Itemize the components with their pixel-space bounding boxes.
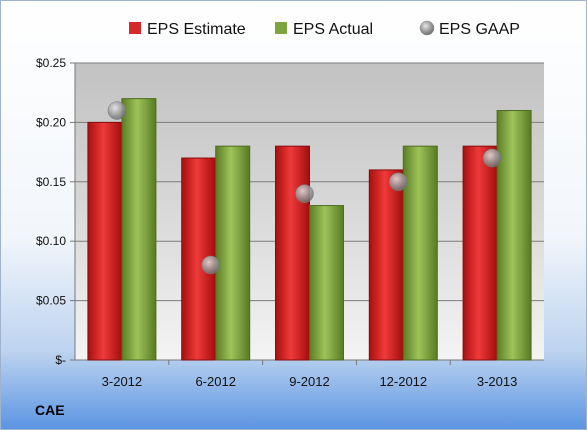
eps-gaap-marker [295,184,314,203]
eps-estimate-bar [368,169,404,361]
x-tick-label: 9-2012 [289,374,329,389]
legend-eps-estimate-label: EPS Estimate [147,21,246,38]
eps-actual-bar [309,205,344,361]
eps-gaap-marker [389,172,408,192]
ticker-label: CAE [35,402,65,418]
legend: EPS Estimate EPS Actual EPS GAAP [129,20,520,38]
y-tick-label: $0.25 [36,56,66,70]
eps-actual-bar [496,110,532,361]
eps-actual-bar [215,145,251,361]
legend-eps-gaap-swatch [419,20,435,36]
eps-estimate-bar [275,145,310,361]
x-tick-label: 3-2012 [102,374,142,389]
gaap-markers [107,101,502,275]
eps-estimate-bar [87,121,123,361]
eps-estimate-bar [462,145,498,361]
eps-gaap-marker [482,148,502,168]
eps-actual-bar [121,98,157,361]
x-tick-label: 3-2013 [477,374,517,389]
x-tick-label: 6-2012 [195,374,235,389]
eps-actual-bar [402,145,438,361]
y-tick-label: $0.10 [36,234,66,248]
y-tick-label: $- [55,353,66,367]
y-tick-label: $0.15 [36,175,66,189]
x-tick-label: 12-2012 [379,374,427,389]
eps-gaap-marker [107,101,127,120]
y-tick-label: $0.20 [36,115,66,129]
y-tick-label: $0.05 [36,294,66,308]
legend-eps-actual-swatch [275,22,287,34]
bars [87,98,532,361]
axes: $- $0.05 $0.10 $0.15 $0.20 $0.25 3-2012 6-2012 9… [36,56,544,389]
legend-eps-actual-label: EPS Actual [293,21,373,38]
eps-gaap-marker [201,255,220,275]
legend-eps-estimate-swatch [129,22,141,34]
legend-eps-gaap-label: EPS GAAP [439,21,520,38]
